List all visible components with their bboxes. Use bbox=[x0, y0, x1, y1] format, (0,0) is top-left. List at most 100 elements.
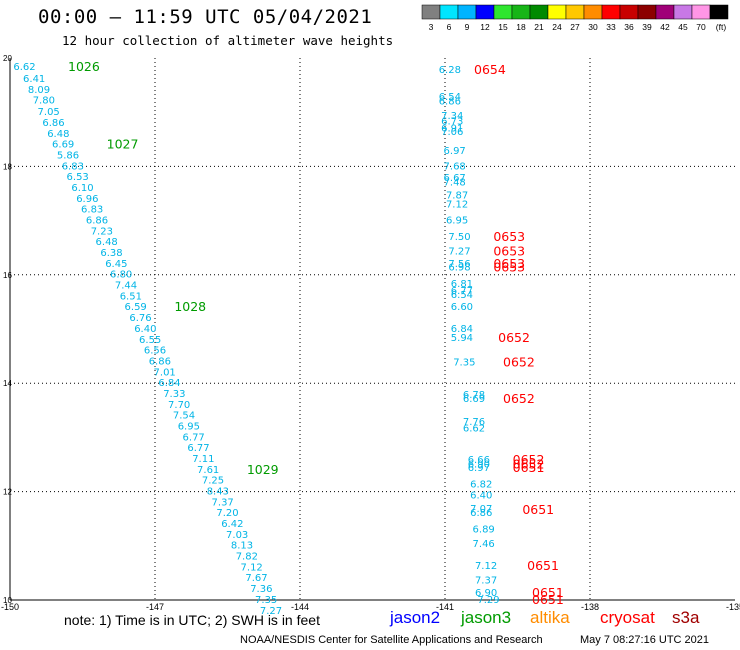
pass-time-label: 1028 bbox=[174, 299, 206, 314]
credit-text: NOAA/NESDIS Center for Satellite Applica… bbox=[240, 634, 543, 646]
legend-cryosat: cryosat bbox=[600, 608, 655, 627]
colorbar-label: 18 bbox=[516, 22, 526, 32]
swh-label: 6.48 bbox=[96, 237, 118, 248]
swh-label: 7.67 bbox=[245, 573, 267, 584]
colorbar-swatch bbox=[583, 4, 603, 20]
swh-label: 6.59 bbox=[125, 302, 147, 313]
latitude-tick-label: 14 bbox=[3, 379, 12, 388]
swh-label: 8.09 bbox=[28, 85, 50, 96]
swh-label: 6.97 bbox=[468, 463, 490, 474]
swh-label: 6.40 bbox=[134, 324, 156, 335]
pass-time-label: 1029 bbox=[247, 462, 279, 477]
colorbar-label: 6 bbox=[447, 22, 452, 32]
swh-label: 7.27 bbox=[448, 246, 470, 257]
swh-label: 6.69 bbox=[52, 140, 74, 151]
colorbar-swatch bbox=[601, 4, 621, 20]
colorbar-label: 15 bbox=[498, 22, 508, 32]
pass-time-label: 0651 bbox=[522, 502, 554, 517]
swh-label: 6.83 bbox=[81, 205, 103, 216]
pass-time-label: 0653 bbox=[493, 256, 525, 271]
colorbar-label: 30 bbox=[588, 22, 598, 32]
swh-label: 7.33 bbox=[163, 389, 185, 400]
swh-label: 6.42 bbox=[221, 519, 243, 530]
swh-label: 7.29 bbox=[477, 595, 499, 606]
swh-label: 6.86 bbox=[439, 96, 461, 107]
swh-label: 7.56 bbox=[448, 259, 470, 270]
swh-label: 6.86 bbox=[470, 508, 492, 519]
swh-label: 6.90 bbox=[468, 459, 490, 470]
swh-label: 6.77 bbox=[451, 286, 473, 297]
colorbar-label: 42 bbox=[660, 22, 670, 32]
colorbar-swatch bbox=[673, 4, 693, 20]
swh-label: 8.43 bbox=[207, 487, 229, 498]
longitude-tick-label: -144 bbox=[291, 602, 309, 612]
swh-label: 7.44 bbox=[115, 281, 137, 292]
swh-label: 6.45 bbox=[105, 259, 127, 270]
swh-label: 6.53 bbox=[67, 172, 89, 183]
swh-label: 6.90 bbox=[475, 588, 497, 599]
swh-label: 6.77 bbox=[183, 432, 205, 443]
pass-time-label: 0651 bbox=[532, 585, 564, 600]
swh-label: 6.97 bbox=[444, 146, 466, 157]
legend-s3a: s3a bbox=[672, 608, 700, 627]
colorbar-label: 24 bbox=[552, 22, 562, 32]
swh-label: 6.98 bbox=[448, 263, 470, 274]
swh-label: 6.10 bbox=[71, 183, 93, 194]
units-note: note: 1) Time is in UTC; 2) SWH is in fe… bbox=[64, 612, 320, 628]
pass-time-label: 0653 bbox=[493, 229, 525, 244]
swh-label: 7.25 bbox=[202, 476, 224, 487]
swh-label: 6.48 bbox=[47, 129, 69, 140]
swh-label: 7.35 bbox=[255, 595, 277, 606]
swh-label: 6.96 bbox=[76, 194, 98, 205]
pass-time-label: 0652 bbox=[513, 452, 545, 467]
pass-time-label: 0652 bbox=[503, 391, 535, 406]
swh-label: 7.48 bbox=[444, 178, 466, 189]
colorbar-swatch bbox=[547, 4, 567, 20]
colorbar-label: 39 bbox=[642, 22, 652, 32]
pass-time-label: 0651 bbox=[513, 460, 545, 475]
swh-label: 6.28 bbox=[439, 65, 461, 76]
swh-label: 6.95 bbox=[446, 216, 468, 227]
pass-time-label: 0652 bbox=[513, 456, 545, 471]
swh-label: 7.37 bbox=[475, 575, 497, 586]
longitude-tick-label: -141 bbox=[436, 602, 454, 612]
colorbar-label: (ft) bbox=[716, 22, 727, 32]
swh-label: 7.35 bbox=[453, 358, 475, 369]
swh-label: 7.46 bbox=[473, 539, 495, 550]
swh-label: 6.86 bbox=[42, 118, 64, 129]
swh-label: 7.06 bbox=[441, 127, 463, 138]
swh-label: 7.37 bbox=[212, 497, 234, 508]
map-subtitle: 12 hour collection of altimeter wave hei… bbox=[62, 33, 394, 48]
swh-label: 6.69 bbox=[463, 394, 485, 405]
swh-label: 6.56 bbox=[144, 346, 166, 357]
swh-label: 6.41 bbox=[23, 74, 45, 85]
latitude-tick-label: 20 bbox=[3, 54, 12, 63]
swh-label: 6.62 bbox=[463, 424, 485, 435]
colorbar-swatch bbox=[565, 4, 585, 20]
colorbar-swatch bbox=[493, 4, 513, 20]
latitude-tick-label: 12 bbox=[3, 488, 12, 497]
swh-label: 7.36 bbox=[250, 584, 272, 595]
colorbar-label: 9 bbox=[465, 22, 470, 32]
pass-time-label: 0652 bbox=[498, 330, 530, 345]
colorbar-swatch bbox=[691, 4, 711, 20]
legend-jason2: jason2 bbox=[390, 608, 441, 627]
swh-label: 6.91 bbox=[441, 123, 463, 134]
colorbar-swatch bbox=[511, 4, 531, 20]
longitude-tick-label: -150 bbox=[1, 602, 19, 612]
swh-label: 7.27 bbox=[260, 606, 282, 617]
legend-jason3: jason3 bbox=[461, 608, 512, 627]
swh-label: 5.94 bbox=[451, 333, 473, 344]
swh-label: 6.86 bbox=[86, 216, 108, 227]
swh-label: 6.86 bbox=[149, 356, 171, 367]
swh-label: 7.54 bbox=[173, 411, 195, 422]
swh-label: 7.11 bbox=[192, 454, 214, 465]
longitude-tick-label: -135 bbox=[726, 602, 740, 612]
colorbar-swatch bbox=[421, 4, 441, 20]
legend-altika: altika bbox=[530, 608, 570, 627]
swh-label: 6.54 bbox=[439, 92, 461, 103]
swh-label: 7.70 bbox=[168, 400, 190, 411]
longitude-tick-label: -138 bbox=[581, 602, 599, 612]
pass-time-label: 0653 bbox=[493, 260, 525, 275]
swh-label: 7.50 bbox=[448, 232, 470, 243]
